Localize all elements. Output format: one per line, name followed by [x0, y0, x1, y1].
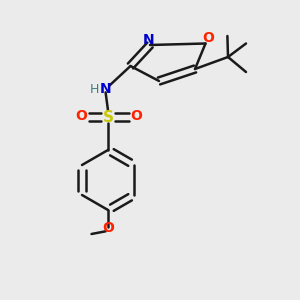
Text: O: O	[76, 110, 88, 123]
Text: N: N	[100, 82, 111, 96]
Text: S: S	[103, 110, 113, 124]
Text: N: N	[143, 33, 154, 46]
Text: H: H	[90, 82, 99, 96]
Text: O: O	[130, 110, 142, 123]
Text: O: O	[202, 31, 214, 45]
Text: O: O	[102, 221, 114, 235]
